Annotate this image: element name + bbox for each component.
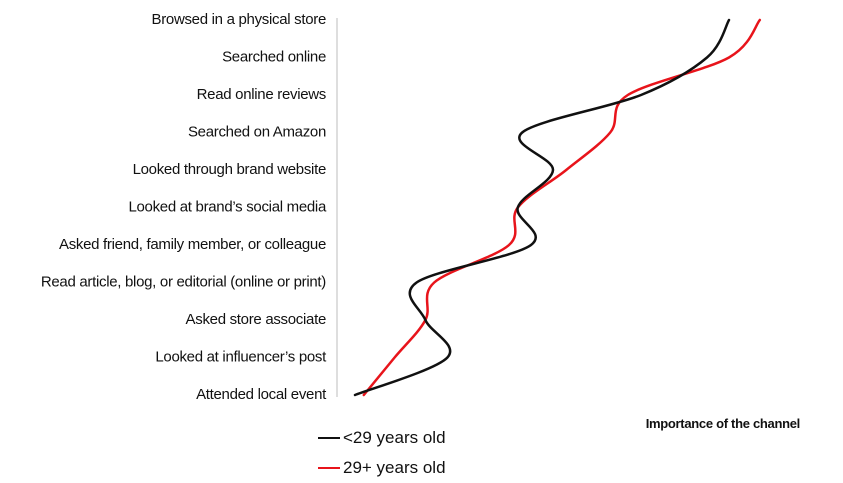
legend-label-under-29: <29 years old — [343, 428, 446, 447]
legend-item-29-plus: 29+ years old — [318, 453, 446, 483]
category-label-asked-store-associate: Asked store associate — [186, 311, 326, 328]
legend-swatch-29-plus — [318, 467, 340, 469]
legend-label-29-plus: 29+ years old — [343, 458, 446, 477]
series-line-29-years-old — [362, 18, 762, 397]
category-label-searched-online: Searched online — [222, 48, 326, 65]
category-label-asked-friend-family-member-or-colleague: Asked friend, family member, or colleagu… — [59, 236, 326, 253]
series-line-29-years-old — [353, 18, 731, 397]
category-label-browsed-in-a-physical-store: Browsed in a physical store — [152, 11, 327, 28]
legend-item-under-29: <29 years old — [318, 423, 446, 453]
category-label-looked-through-brand-website: Looked through brand website — [133, 161, 326, 178]
x-axis-label: Importance of the channel — [646, 416, 800, 431]
category-label-looked-at-brand-s-social-media: Looked at brand’s social media — [128, 198, 326, 215]
category-label-read-online-reviews: Read online reviews — [197, 86, 326, 103]
category-labels: Browsed in a physical store Searched onli… — [41, 11, 328, 403]
legend-swatch-under-29 — [318, 437, 340, 439]
legend: <29 years old 29+ years old — [318, 423, 446, 483]
category-label-searched-on-amazon: Searched on Amazon — [188, 123, 326, 140]
series-lines — [353, 18, 762, 397]
category-label-looked-at-influencer-s-post: Looked at influencer’s post — [155, 348, 327, 365]
category-label-attended-local-event: Attended local event — [196, 386, 327, 403]
category-label-read-article-blog-or-editorial-online-or-print: Read article, blog, or editorial (online… — [41, 273, 326, 290]
